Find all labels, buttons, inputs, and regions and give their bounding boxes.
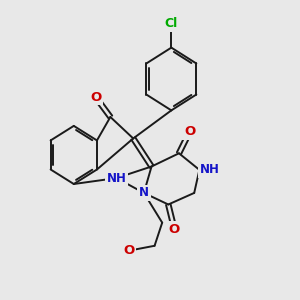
Text: O: O — [123, 244, 134, 257]
Text: O: O — [169, 223, 180, 236]
Text: N: N — [139, 186, 149, 200]
Text: O: O — [184, 125, 195, 138]
Text: NH: NH — [106, 172, 126, 184]
Text: Cl: Cl — [165, 17, 178, 30]
Text: O: O — [90, 91, 101, 104]
Text: NH: NH — [200, 163, 219, 176]
